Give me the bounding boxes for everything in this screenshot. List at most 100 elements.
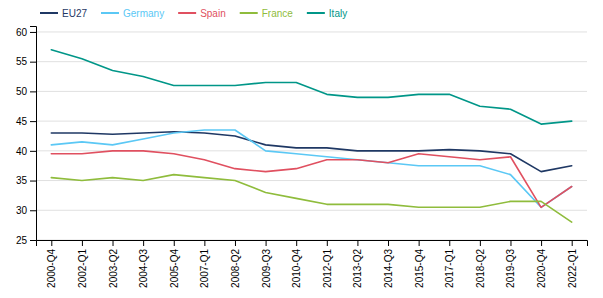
grid-line (36, 210, 587, 211)
lines (51, 50, 571, 222)
x-tick: 2007-Q1 (199, 240, 210, 288)
x-tick-label: 2005-Q4 (169, 249, 180, 288)
x-tick-mark (82, 240, 83, 246)
x-tick-label: 2012-Q1 (322, 249, 333, 288)
x-tick: 2008-Q2 (230, 240, 241, 288)
legend-swatch (307, 12, 325, 14)
legend-swatch (178, 12, 196, 14)
legend-label: Germany (123, 8, 164, 19)
x-tick: 2002-Q1 (77, 240, 88, 288)
x-tick-mark (174, 240, 175, 246)
grid-line (36, 31, 587, 32)
legend-swatch (101, 12, 119, 14)
series-line (51, 130, 571, 207)
x-tick-label: 2010-Q4 (291, 249, 302, 288)
x-tick-mark (204, 240, 205, 246)
x-tick-label: 2020-Q4 (536, 249, 547, 288)
legend-item: Spain (178, 8, 226, 19)
x-tick-label: 2013-Q2 (352, 249, 363, 288)
x-tick: 2003-Q2 (108, 240, 119, 288)
x-tick: 2019-Q3 (505, 240, 516, 288)
y-tick: 45 (16, 116, 36, 127)
x-tick-label: 2015-Q4 (414, 249, 425, 288)
x-tick-label: 2002-Q1 (77, 249, 88, 288)
grid-line (36, 61, 587, 62)
y-tick-label: 55 (16, 56, 28, 67)
grid (36, 32, 587, 240)
series-line (51, 50, 571, 124)
x-tick-mark (357, 240, 358, 246)
x-tick-label: 2019-Q3 (505, 249, 516, 288)
y-tick-label: 40 (16, 146, 28, 157)
x-tick: 2022-Q1 (567, 240, 578, 288)
x-tick-mark (419, 240, 420, 246)
series-line (51, 175, 571, 223)
x-tick: 2004-Q3 (138, 240, 149, 288)
x-tick: 2015-Q4 (414, 240, 425, 288)
y-tick-mark (30, 151, 36, 152)
legend-label: Spain (200, 8, 226, 19)
y-tick-mark (30, 62, 36, 63)
x-tick-mark (449, 240, 450, 246)
y-axis: 25 30 35 40 45 50 55 60 (16, 27, 37, 246)
legend-item: Germany (101, 8, 164, 19)
legend-swatch (40, 12, 58, 14)
x-tick-mark (113, 240, 114, 246)
x-tick-label: 2017-Q1 (444, 249, 455, 288)
x-tick-label: 2003-Q2 (108, 249, 119, 288)
x-tick-mark (572, 240, 573, 246)
y-tick: 35 (16, 175, 36, 186)
grid-line (36, 91, 587, 92)
x-tick-mark (327, 240, 328, 246)
y-tick-label: 35 (16, 175, 28, 186)
x-tick-label: 2004-Q3 (138, 249, 149, 288)
x-tick: 2014-Q3 (383, 240, 394, 288)
x-tick-mark (388, 240, 389, 246)
legend-item: France (240, 8, 294, 19)
x-tick-mark (266, 240, 267, 246)
x-tick: 2012-Q1 (322, 240, 333, 288)
x-axis: 2000-Q4 2002-Q1 2003-Q2 2004-Q3 2005-Q4 2007-… (37, 240, 588, 288)
x-tick-mark (541, 240, 542, 246)
y-tick-label: 25 (16, 235, 28, 246)
x-tick: 2005-Q4 (169, 240, 180, 288)
y-tick-mark (30, 181, 36, 182)
x-tick: 2013-Q2 (352, 240, 363, 288)
y-tick: 50 (16, 86, 36, 97)
y-tick-mark (30, 91, 36, 92)
x-tick: 2010-Q4 (291, 240, 302, 288)
legend-swatch (240, 12, 258, 14)
x-tick-label: 2014-Q3 (383, 249, 394, 288)
x-tick-label: 2008-Q2 (230, 249, 241, 288)
y-tick: 30 (16, 205, 36, 216)
x-axis-line (37, 241, 588, 247)
y-tick-label: 50 (16, 86, 28, 97)
legend-label: France (262, 8, 294, 19)
legend-item: Italy (307, 8, 347, 19)
x-tick-mark (296, 240, 297, 246)
x-tick: 2018-Q2 (475, 240, 486, 288)
x-tick-label: 2022-Q1 (567, 249, 578, 288)
x-tick-label: 2009-Q3 (261, 249, 272, 288)
x-tick: 2000-Q4 (46, 240, 57, 288)
x-tick-mark (480, 240, 481, 246)
y-tick-mark (30, 240, 36, 241)
x-tick-mark (143, 240, 144, 246)
legend: EU27 Germany Spain France Italy (40, 8, 347, 19)
series-line (51, 132, 571, 172)
plot: 25303540455055602000-Q42002-Q12003-Q2200… (16, 27, 588, 288)
legend-item: EU27 (40, 8, 87, 19)
y-tick-label: 30 (16, 205, 28, 216)
legend-label: Italy (329, 8, 347, 19)
x-tick-mark (51, 240, 52, 246)
x-tick: 2009-Q3 (261, 240, 272, 288)
y-tick-mark (30, 121, 36, 122)
x-tick-mark (510, 240, 511, 246)
y-axis-line (30, 27, 37, 241)
y-tick: 60 (16, 27, 36, 38)
x-tick-mark (235, 240, 236, 246)
y-tick: 25 (16, 235, 36, 246)
y-tick-mark (30, 32, 36, 33)
y-tick: 55 (16, 56, 36, 67)
grid-line (36, 180, 587, 181)
